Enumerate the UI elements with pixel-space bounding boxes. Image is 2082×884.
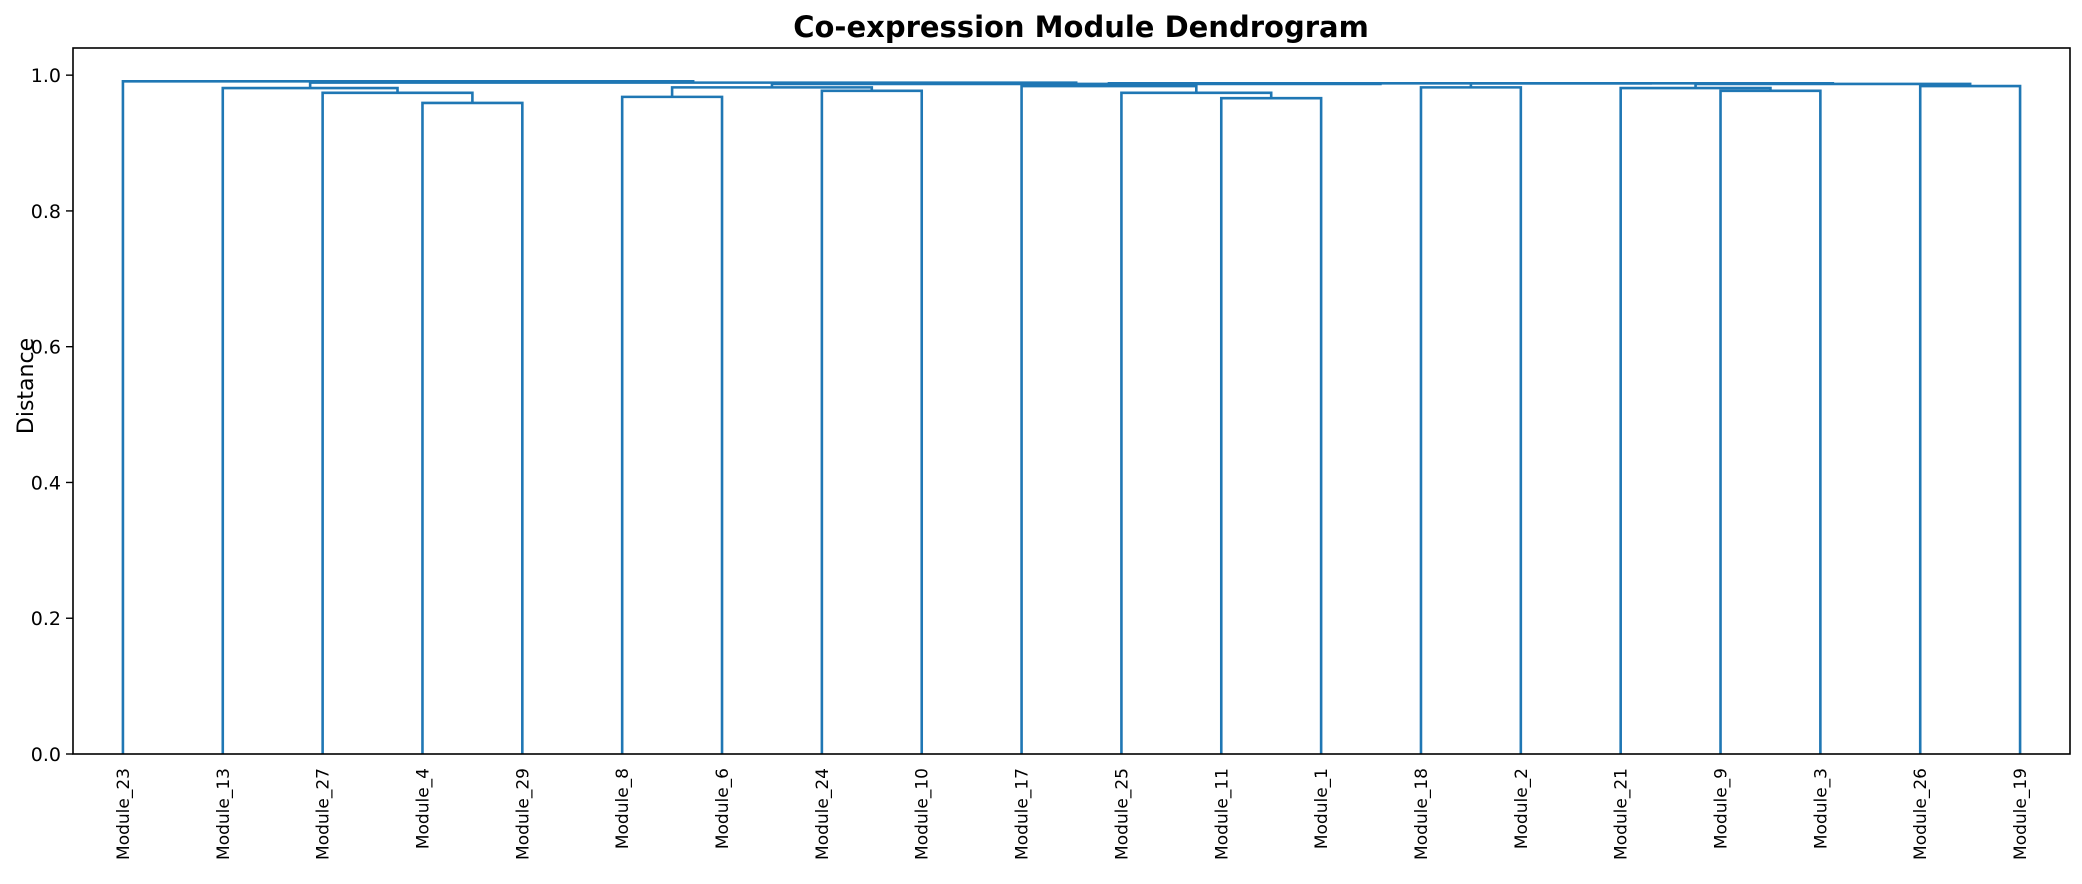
leaf-label: Module_3 [1811, 768, 1831, 849]
leaf-label: Module_23 [114, 768, 134, 860]
leaf-label: Module_19 [2011, 768, 2031, 860]
dendrogram-link [1120, 91, 1273, 754]
dendrogram-link [221, 86, 399, 754]
y-tick-label: 0.6 [31, 337, 61, 359]
y-axis-label: Distance [14, 338, 39, 434]
y-tick-label: 0.2 [31, 608, 61, 630]
leaf-label: Module_29 [513, 768, 533, 860]
dendrogram-link [1419, 86, 1523, 754]
y-tick-label: 0.0 [31, 744, 61, 766]
dendrogram-links [121, 79, 2022, 754]
leaf-label: Module_1 [1312, 768, 1332, 849]
y-tick-label: 0.4 [31, 472, 61, 494]
plot-frame [72, 47, 2071, 755]
dendrogram-link [1219, 96, 1323, 754]
dendrogram-link [620, 95, 724, 754]
dendrogram-link [421, 101, 524, 754]
leaf-label: Module_6 [713, 768, 733, 849]
leaf-label: Module_10 [913, 768, 933, 860]
leaf-label: Module_8 [613, 768, 633, 849]
leaf-label: Module_21 [1612, 768, 1632, 860]
y-axis-ticks: 0.0 0.2 0.4 0.6 0.8 1.0 [31, 65, 73, 766]
leaf-label: Module_11 [1212, 768, 1232, 860]
dendrogram-link [1020, 84, 1198, 754]
dendrogram-link [121, 79, 695, 754]
leaf-labels: Module_23 Module_13 Module_27 Module_4 Modul… [114, 768, 2031, 860]
leaf-label: Module_18 [1412, 768, 1432, 860]
leaf-label: Module_9 [1712, 768, 1732, 849]
dendrogram-link [308, 81, 1078, 89]
leaf-label: Module_4 [413, 768, 433, 849]
leaf-label: Module_2 [1512, 768, 1532, 849]
dendrogram-link [1719, 89, 1822, 754]
dendrogram-link [670, 86, 874, 97]
leaf-label: Module_13 [214, 768, 234, 860]
dendrogram-link [1619, 86, 1772, 754]
leaf-label: Module_27 [314, 768, 334, 860]
dendrogram-link [1918, 84, 2022, 754]
dendrogram-link [1469, 82, 1835, 88]
leaf-label: Module_17 [1013, 768, 1033, 860]
leaf-label: Module_24 [813, 768, 833, 860]
leaf-label: Module_25 [1112, 768, 1132, 860]
leaf-label: Module_26 [1911, 768, 1931, 860]
chart-title: Co-expression Module Dendrogram [793, 10, 1369, 44]
y-tick-label: 0.8 [31, 201, 61, 223]
y-tick-label: 1.0 [31, 65, 61, 87]
dendrogram-link [820, 89, 924, 754]
dendrogram-link [321, 91, 474, 754]
